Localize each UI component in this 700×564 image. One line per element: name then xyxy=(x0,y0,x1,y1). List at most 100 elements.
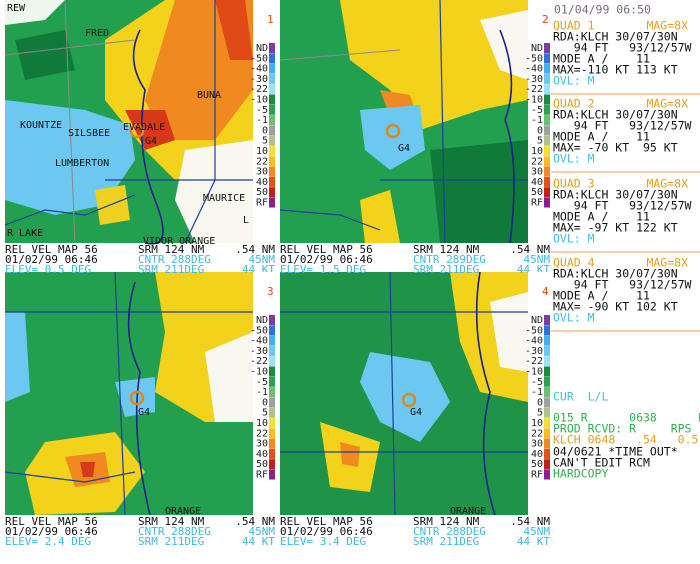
scale-swatch xyxy=(269,43,275,53)
footer-text: SRM 211DEG xyxy=(138,535,204,548)
scale-label: 50 xyxy=(256,187,268,198)
scale-swatch xyxy=(269,125,275,136)
scale-label: ND xyxy=(256,315,268,326)
scale-swatch xyxy=(269,448,275,459)
scale-label: 5 xyxy=(537,408,543,419)
scale-swatch xyxy=(544,459,550,470)
scale-swatch xyxy=(544,397,550,408)
scale-label: -22 xyxy=(525,356,543,367)
scale-label: -5 xyxy=(256,377,268,388)
scale-swatch xyxy=(544,176,550,187)
footer-text: .54 NM xyxy=(235,515,275,528)
scale-label: 30 xyxy=(531,167,543,178)
scale-swatch xyxy=(269,84,275,95)
site-marker xyxy=(401,392,417,408)
scale-label: 0 xyxy=(262,125,268,136)
scale-swatch xyxy=(544,53,550,64)
scale-label: ND xyxy=(531,315,543,326)
scale-label: 30 xyxy=(531,439,543,450)
scale-label: -1 xyxy=(256,115,268,126)
scale-swatch xyxy=(269,356,275,367)
map-label: ORANGE xyxy=(450,506,486,517)
map-label: KOUNTZE xyxy=(20,120,62,131)
footer-text: CNTR 288DEG xyxy=(138,253,211,266)
site-marker xyxy=(385,123,401,139)
scale-label: 10 xyxy=(531,146,543,157)
scale-swatch xyxy=(544,115,550,126)
scale-label: 22 xyxy=(531,156,543,167)
footer-text: REL VEL MAP 56 xyxy=(5,243,98,256)
scale-swatch xyxy=(269,176,275,187)
scale-label: -30 xyxy=(250,346,268,357)
scale-label: -1 xyxy=(256,387,268,398)
quad-title: QUAD 1 xyxy=(553,19,595,33)
scale-swatch xyxy=(269,469,275,480)
scale-swatch xyxy=(269,197,275,208)
radar-image xyxy=(280,271,528,516)
scale-label: 5 xyxy=(262,136,268,147)
footer-text: ELEV= 1.5 DEG xyxy=(280,263,366,276)
footer-text: .54 NM xyxy=(510,515,550,528)
footer-text: .54 NM xyxy=(235,243,275,256)
scale-swatch xyxy=(269,135,275,146)
scale-label: -10 xyxy=(525,367,543,378)
scale-label: 30 xyxy=(256,167,268,178)
map-label: L xyxy=(243,215,249,226)
site-marker xyxy=(129,390,145,406)
scale-label: -50 xyxy=(250,53,268,64)
radar-image xyxy=(4,271,253,516)
quad-title: QUAD 2 xyxy=(553,97,595,111)
scale-swatch xyxy=(269,387,275,398)
scale-label: -10 xyxy=(250,367,268,378)
panel-number: 2 xyxy=(542,13,549,26)
quad-line: MODE A / 11 xyxy=(553,289,650,303)
quad-line: 94 FT 93/12/57W xyxy=(553,278,692,292)
quad-line: MAX= -90 KT 102 KT xyxy=(553,300,678,314)
quad-line: RDA:KLCH 30/07/30N xyxy=(553,267,678,281)
quad-line: 94 FT 93/12/57W xyxy=(553,119,692,133)
footer-text: REL VEL MAP 56 xyxy=(5,515,98,528)
status-line: 015 R 0638 R xyxy=(553,411,700,425)
scale-swatch xyxy=(269,418,275,428)
status-line: KLCH 0648 .54 0.5 xyxy=(553,433,698,447)
footer-text: CNTR 289DEG xyxy=(413,253,486,266)
footer-text: ELEV= 0.5 DEG xyxy=(5,263,91,276)
scale-label: 0 xyxy=(262,397,268,408)
scale-swatch xyxy=(544,345,550,356)
scale-label: 22 xyxy=(256,428,268,439)
scale-label: 0 xyxy=(537,397,543,408)
footer-text: ELEV= 2.4 DEG xyxy=(5,535,91,548)
scale-swatch xyxy=(269,345,275,356)
scale-swatch xyxy=(544,448,550,459)
map-label: VIDOR ORANGE xyxy=(143,236,215,247)
scale-label: -40 xyxy=(525,336,543,347)
scale-swatch xyxy=(544,146,550,156)
scale-label: -10 xyxy=(525,95,543,106)
panel-number: 3 xyxy=(267,285,274,298)
quad-line: MODE A / 11 xyxy=(553,130,650,144)
scale-label: -22 xyxy=(250,356,268,367)
scale-label: 10 xyxy=(256,146,268,157)
scale-label: 10 xyxy=(531,418,543,429)
map-label: G4 xyxy=(138,407,150,418)
scale-swatch xyxy=(269,146,275,156)
scale-label: 10 xyxy=(256,418,268,429)
map-label: LUMBERTON xyxy=(55,158,109,169)
quad-line: OVL: M xyxy=(553,74,595,88)
scale-label: RF xyxy=(531,470,543,481)
footer-text: 45NM xyxy=(249,525,276,538)
scale-swatch xyxy=(544,166,550,177)
scale-label: -5 xyxy=(256,105,268,116)
scale-label: 40 xyxy=(531,449,543,460)
quad-mag: MAG=8X xyxy=(646,177,688,191)
scale-swatch xyxy=(544,156,550,167)
scale-swatch xyxy=(544,187,550,198)
footer-text: CNTR 288DEG xyxy=(413,525,486,538)
scale-label: RF xyxy=(256,198,268,209)
footer-text: CNTR 288DEG xyxy=(138,525,211,538)
scale-label: ND xyxy=(531,43,543,54)
map-label: R LAKE xyxy=(7,228,43,239)
scale-swatch xyxy=(269,459,275,470)
scale-label: -10 xyxy=(250,95,268,106)
map-label: FRED xyxy=(85,28,109,39)
